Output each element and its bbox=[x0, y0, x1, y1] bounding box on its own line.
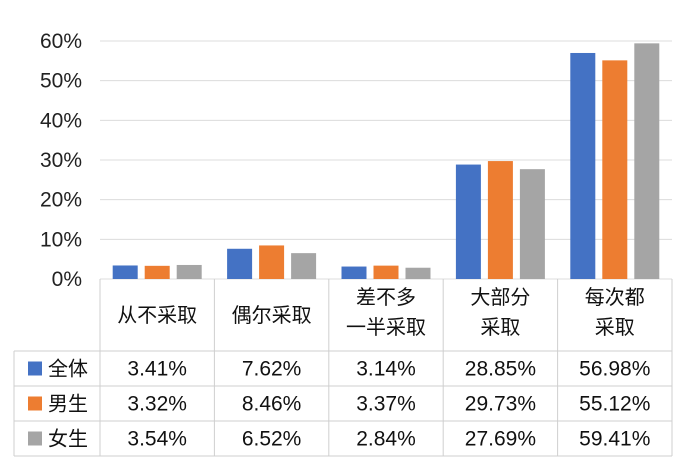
category-label: 采取 bbox=[595, 315, 635, 339]
legend-label: 男生 bbox=[48, 392, 88, 416]
y-tick-label: 60% bbox=[40, 30, 82, 53]
data-label: 7.62% bbox=[242, 358, 302, 381]
category-label: 每次都 bbox=[585, 285, 645, 309]
data-label: 8.46% bbox=[242, 393, 302, 416]
data-label: 28.85% bbox=[465, 358, 536, 381]
y-tick-label: 20% bbox=[40, 189, 82, 212]
data-label: 3.14% bbox=[356, 358, 416, 381]
bar bbox=[259, 245, 285, 279]
y-tick-label: 50% bbox=[40, 70, 82, 93]
bar bbox=[634, 43, 660, 279]
bar bbox=[176, 264, 202, 279]
category-label: 差不多 bbox=[356, 285, 416, 309]
category-label: 偶尔采取 bbox=[232, 303, 312, 327]
bar bbox=[455, 164, 481, 279]
bar bbox=[519, 169, 545, 279]
bar bbox=[291, 253, 317, 279]
category-label: 采取 bbox=[480, 315, 520, 339]
category-label: 从不采取 bbox=[117, 303, 197, 327]
bar bbox=[144, 265, 170, 279]
y-tick-label: 0% bbox=[52, 268, 82, 291]
category-label: 一半采取 bbox=[346, 315, 426, 339]
data-label: 29.73% bbox=[465, 393, 536, 416]
bar bbox=[570, 52, 596, 279]
category-label: 大部分 bbox=[470, 285, 530, 309]
legend-swatch bbox=[28, 396, 42, 411]
data-label: 56.98% bbox=[579, 358, 650, 381]
bar bbox=[373, 265, 399, 279]
bar bbox=[487, 161, 513, 279]
data-label: 6.52% bbox=[242, 428, 302, 451]
y-tick-label: 40% bbox=[40, 109, 82, 132]
legend-label: 全体 bbox=[48, 357, 88, 381]
bar bbox=[112, 265, 138, 279]
legend-swatch bbox=[28, 361, 42, 376]
data-label: 2.84% bbox=[356, 428, 416, 451]
data-label: 3.37% bbox=[356, 393, 416, 416]
bar bbox=[405, 267, 431, 279]
bar bbox=[227, 248, 253, 279]
legend-label: 女生 bbox=[48, 427, 88, 451]
bar bbox=[341, 266, 367, 279]
data-label: 3.32% bbox=[127, 393, 187, 416]
legend-swatch bbox=[28, 431, 42, 446]
data-label: 3.41% bbox=[127, 358, 187, 381]
bar bbox=[602, 60, 628, 280]
data-label: 55.12% bbox=[579, 393, 650, 416]
data-label: 3.54% bbox=[127, 428, 187, 451]
data-label: 59.41% bbox=[579, 428, 650, 451]
y-tick-label: 30% bbox=[40, 149, 82, 172]
data-label: 27.69% bbox=[465, 428, 536, 451]
y-tick-label: 10% bbox=[40, 228, 82, 251]
